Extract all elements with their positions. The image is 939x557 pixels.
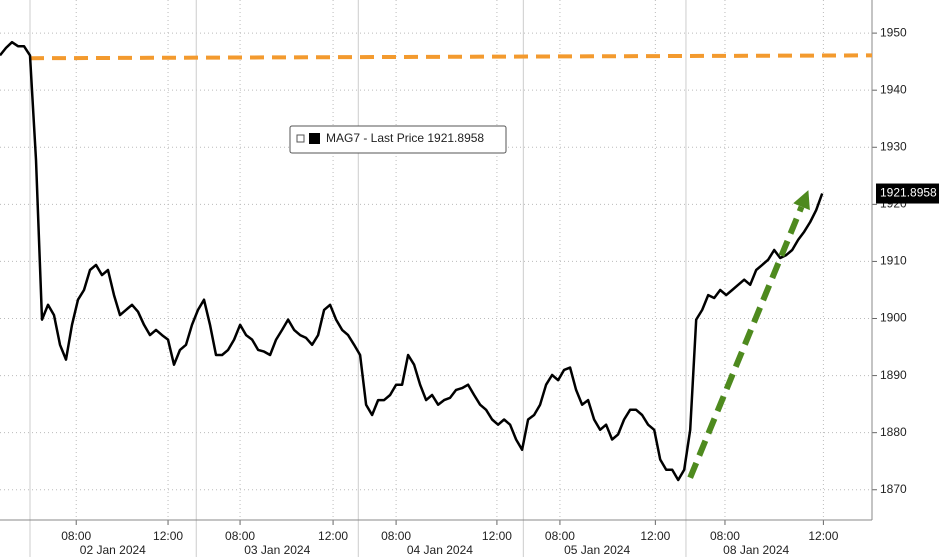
x-tick-label: 08:00: [61, 529, 91, 543]
y-tick-label: 1900: [880, 311, 907, 325]
y-tick-label: 1940: [880, 82, 907, 96]
x-tick-label: 08:00: [225, 529, 255, 543]
y-tick-label: 1880: [880, 425, 907, 439]
reference-line: [30, 53, 873, 61]
legend: MAG7 - Last Price 1921.8958: [289, 125, 507, 154]
arrow-head: [793, 190, 810, 211]
y-tick-label: 1950: [880, 25, 907, 39]
trend-arrow: [687, 205, 805, 479]
y-tick-label: 1870: [880, 482, 907, 496]
y-tick-label: 1930: [880, 139, 907, 153]
last-price-label: 1921.8958: [880, 186, 937, 200]
x-tick-label: 12:00: [808, 529, 838, 543]
price-line: [0, 40, 824, 482]
legend-expand-icon: [296, 134, 305, 143]
day-label: 05 Jan 2024: [564, 543, 630, 557]
x-tick-label: 08:00: [710, 529, 740, 543]
day-label: 02 Jan 2024: [80, 543, 146, 557]
day-label: 08 Jan 2024: [723, 543, 789, 557]
day-label: 03 Jan 2024: [244, 543, 310, 557]
legend-text: MAG7 - Last Price 1921.8958: [326, 131, 484, 145]
x-tick-label: 08:00: [381, 529, 411, 543]
x-tick-label: 12:00: [640, 529, 670, 543]
x-tick-label: 08:00: [545, 529, 575, 543]
x-tick-label: 12:00: [153, 529, 183, 543]
x-tick-label: 12:00: [482, 529, 512, 543]
x-tick-label: 12:00: [318, 529, 348, 543]
legend-swatch: [309, 133, 320, 144]
legend-box: [289, 125, 507, 154]
y-tick-label: 1910: [880, 254, 907, 268]
day-label: 04 Jan 2024: [407, 543, 473, 557]
last-price-tag: [876, 183, 939, 204]
y-tick-label: 1890: [880, 368, 907, 382]
